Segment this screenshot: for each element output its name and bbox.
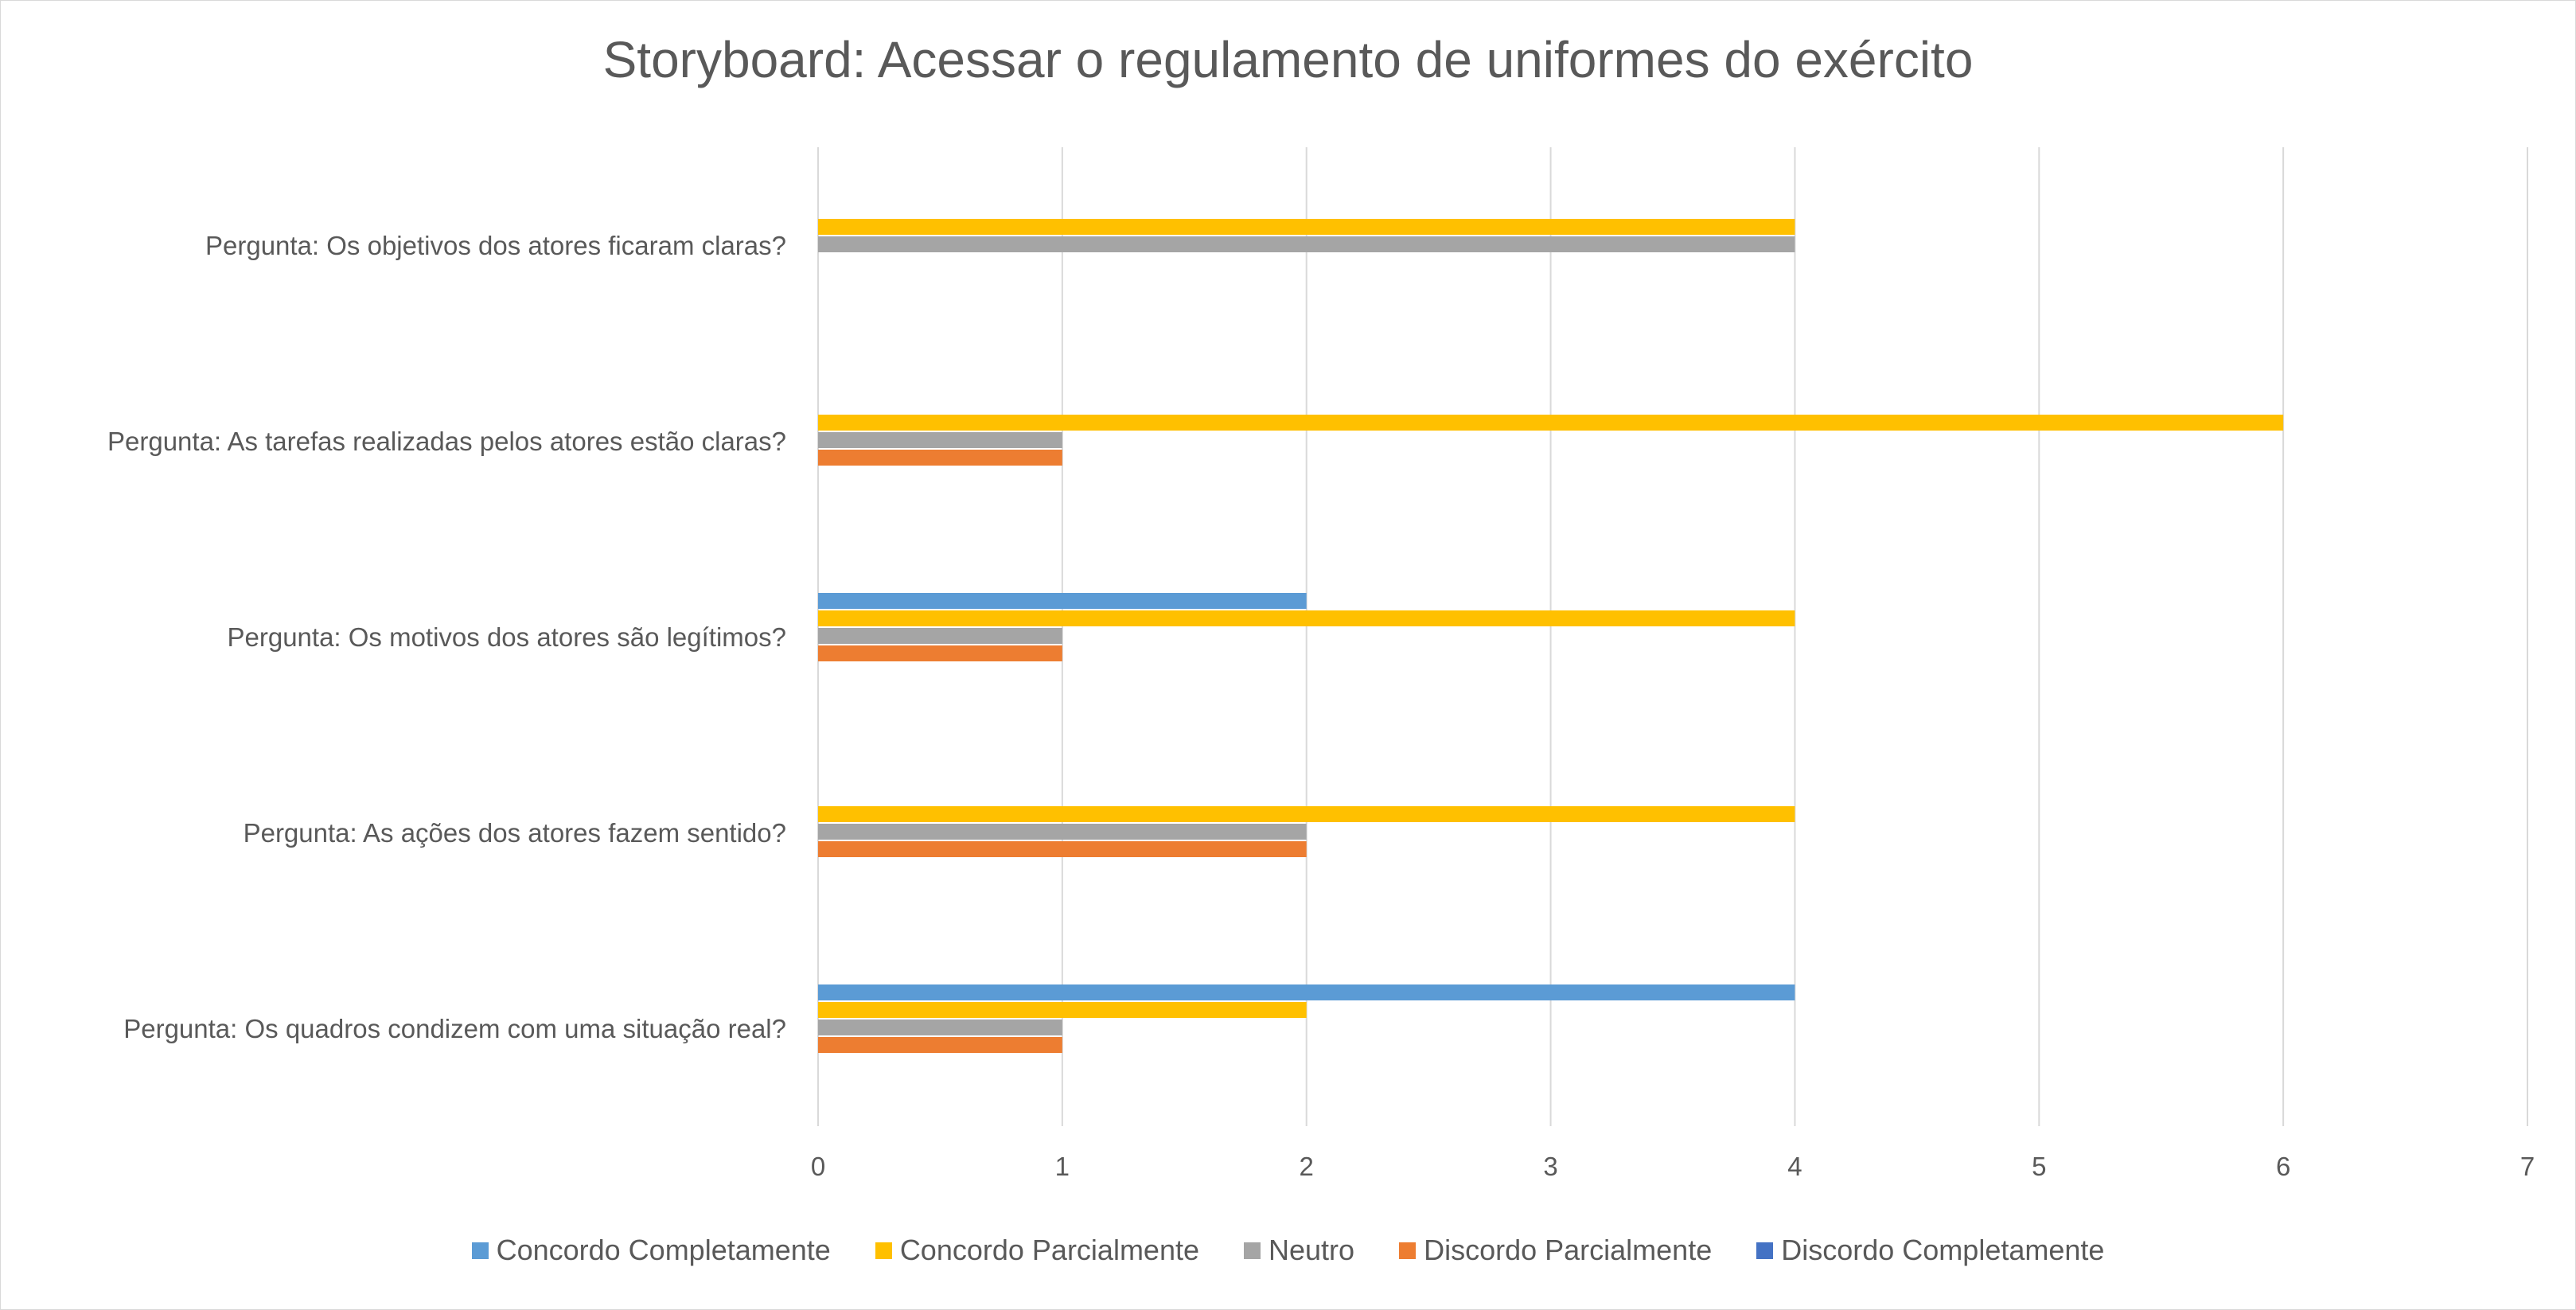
category-label: Pergunta: Os quadros condizem com uma si…: [123, 1014, 786, 1043]
x-tick-label: 3: [1543, 1152, 1557, 1181]
legend-label: Discordo Parcialmente: [1424, 1234, 1713, 1266]
gridlines: [817, 147, 2528, 1126]
x-tick-label: 7: [2520, 1152, 2535, 1181]
bar-concordo-parcialmente: [818, 219, 1795, 235]
category-label: Pergunta: As ações dos atores fazem sent…: [244, 818, 786, 848]
legend-label: Concordo Completamente: [496, 1234, 831, 1266]
bar-concordo-completamente: [818, 593, 1307, 609]
bar-chart: Pergunta: Os objetivos dos atores ficara…: [107, 147, 2535, 1181]
bar-concordo-parcialmente: [818, 610, 1795, 626]
legend-item: Concordo Parcialmente: [875, 1234, 1199, 1267]
legend-swatch: [471, 1242, 489, 1259]
x-tick-label: 0: [811, 1152, 825, 1181]
x-axis-tick-labels: 0 1 2 3 4 5 6 7: [811, 1152, 2535, 1181]
legend-swatch: [1244, 1242, 1261, 1259]
bar-discordo-parcialmente: [818, 1037, 1062, 1053]
legend-item: Neutro: [1244, 1234, 1354, 1267]
category-label: Pergunta: Os motivos dos atores são legí…: [227, 622, 786, 652]
x-tick-label: 6: [2276, 1152, 2290, 1181]
legend-label: Neutro: [1269, 1234, 1355, 1266]
bar-concordo-parcialmente: [818, 415, 2284, 431]
bar-neutro: [818, 236, 1795, 252]
legend: Concordo Completamente Concordo Parcialme…: [0, 1234, 2576, 1267]
x-tick-label: 5: [2032, 1152, 2046, 1181]
bar-concordo-parcialmente: [818, 1002, 1307, 1018]
bar-neutro: [818, 628, 1062, 644]
chart-title: Storyboard: Acessar o regulamento de uni…: [602, 31, 1974, 88]
bar-neutro: [818, 432, 1062, 448]
bar-discordo-parcialmente: [818, 841, 1307, 857]
legend-label: Concordo Parcialmente: [899, 1234, 1200, 1266]
bar-neutro: [818, 824, 1307, 840]
bar-neutro: [818, 1020, 1062, 1035]
category-label: Pergunta: As tarefas realizadas pelos at…: [107, 427, 786, 456]
category-labels: Pergunta: Os objetivos dos atores ficara…: [107, 231, 786, 1043]
bars: [818, 219, 2284, 1053]
x-tick-label: 2: [1300, 1152, 1314, 1181]
category-label: Pergunta: Os objetivos dos atores ficara…: [205, 231, 786, 260]
legend-label: Discordo Completamente: [1781, 1234, 2105, 1266]
legend-item: Discordo Parcialmente: [1399, 1234, 1712, 1267]
legend-swatch: [1756, 1242, 1774, 1259]
legend-item: Concordo Completamente: [471, 1234, 831, 1267]
x-tick-label: 4: [1787, 1152, 1802, 1181]
bar-concordo-parcialmente: [818, 806, 1795, 822]
legend-item: Discordo Completamente: [1756, 1234, 2104, 1267]
bar-concordo-completamente: [818, 984, 1795, 1000]
x-tick-label: 1: [1055, 1152, 1070, 1181]
legend-swatch: [875, 1242, 892, 1259]
legend-swatch: [1399, 1242, 1417, 1259]
bar-discordo-parcialmente: [818, 450, 1062, 466]
bar-discordo-parcialmente: [818, 645, 1062, 661]
